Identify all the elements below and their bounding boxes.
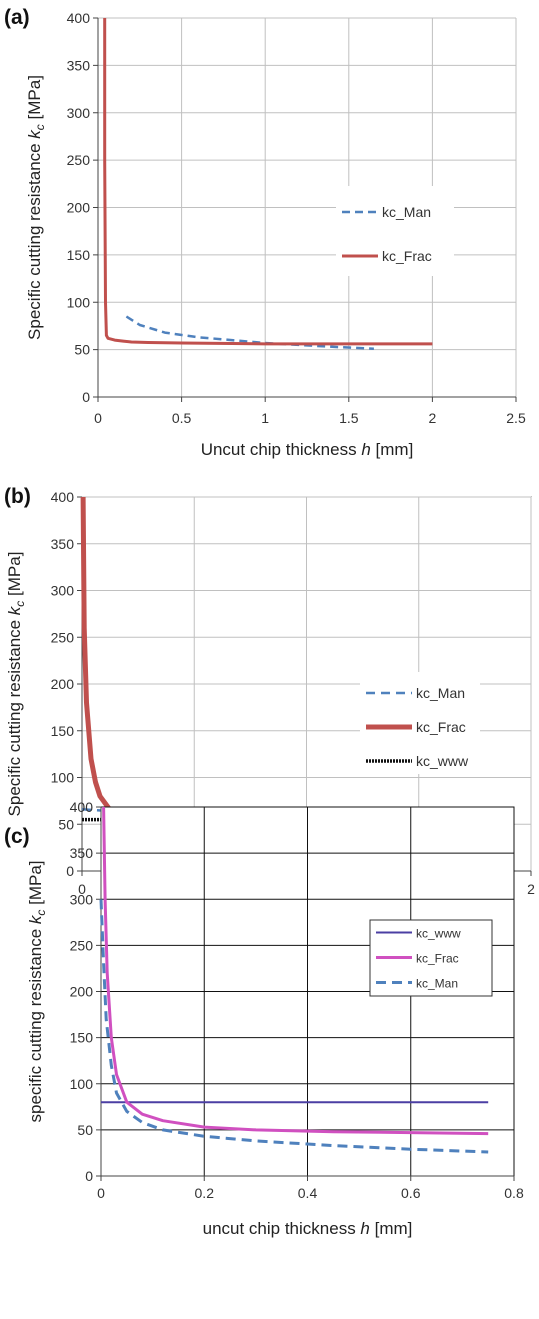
x-tick-label: 1.5 [339, 410, 359, 426]
x-tick-label: 2 [527, 881, 535, 897]
x-axis-title-symbol: h [361, 440, 370, 459]
y-tick-label: 200 [67, 200, 91, 216]
y-tick-label: 0 [85, 1168, 93, 1184]
y-tick-label: 50 [58, 816, 74, 832]
panel-label: (b) [4, 485, 31, 508]
chart-panel-a: 0 50 100 150 200 250 300 350 400 0 0.5 1 1.5 2 2.5 kc_M… [4, 6, 526, 459]
x-tick-label: 0.4 [298, 1185, 318, 1201]
legend-label: kc_Frac [416, 952, 459, 966]
y-axis-title: specific cutting resistance kc [MPa] [26, 860, 48, 1122]
x-axis-title-unit: [mm] [371, 440, 414, 459]
y-tick-label: 150 [70, 1030, 94, 1046]
y-tick-label: 200 [70, 984, 94, 1000]
y-tick-label: 250 [51, 629, 75, 645]
legend-label: kc_Frac [382, 248, 432, 264]
legend-label: kc_Frac [416, 719, 466, 735]
x-axis-title-part: Uncut chip thickness [201, 440, 362, 459]
y-tick-label: 300 [67, 105, 91, 121]
y-axis-title-part: Specific cutting resistance [5, 615, 24, 816]
y-axis-title: Specific cutting resistance kc [MPa] [5, 552, 27, 817]
y-axis-title-symbol: k [25, 129, 44, 139]
y-tick-label: 0 [82, 389, 90, 405]
y-tick-label: 350 [51, 536, 75, 552]
panel-label: (c) [4, 825, 30, 848]
series-line-kc-frac [102, 806, 489, 1136]
y-tick-label: 300 [70, 891, 94, 907]
y-tick-label: 400 [51, 489, 75, 505]
x-tick-label: 0.2 [195, 1185, 215, 1201]
y-tick-label: 50 [77, 1122, 93, 1138]
legend: kc_Man kc_Frac [336, 186, 454, 276]
y-axis-title-symbol: k [5, 605, 24, 615]
legend-box [360, 672, 480, 774]
y-tick-label: 50 [74, 342, 90, 358]
legend-label: kc_www [416, 927, 461, 941]
legend: kc_www kc_Frac kc_Man [369, 919, 493, 997]
y-axis-title-symbol: k [26, 914, 45, 924]
legend-label: kc_Man [416, 685, 465, 701]
y-axis-title-subscript: c [13, 601, 27, 607]
series-line-kc-man [125, 315, 374, 350]
y-tick-label: 300 [51, 583, 75, 599]
y-axis-title-part: specific cutting resistance [26, 924, 45, 1122]
series-line-kc-frac [103, 18, 433, 346]
y-axis-title: Specific cutting resistance kc [MPa] [25, 75, 47, 340]
x-tick-label: 2 [429, 410, 437, 426]
y-tick-label: 150 [67, 247, 91, 263]
x-axis-title-part: uncut chip thickness [203, 1219, 361, 1238]
y-axis-title-subscript: c [34, 910, 48, 916]
x-tick-label: 2.5 [506, 410, 526, 426]
y-tick-label: 200 [51, 676, 75, 692]
x-tick-label: 0.6 [401, 1185, 421, 1201]
x-tick-label: 0 [94, 410, 102, 426]
chart-panel-c: 0 50 100 150 200 250 300 350 400 0 0.2 0.4 0.6 0.8 kc_… [4, 799, 524, 1238]
y-tick-label: 0 [66, 863, 74, 879]
x-tick-label: 0.5 [172, 410, 192, 426]
x-tick-label: 0 [97, 1185, 105, 1201]
y-tick-label: 400 [67, 10, 91, 26]
legend: kc_Man kc_Frac kc_www [360, 672, 480, 774]
y-tick-label: 250 [70, 937, 94, 953]
y-tick-label: 350 [67, 57, 91, 73]
series-line-kc-man [99, 899, 489, 1154]
y-axis-title-subscript: c [33, 124, 47, 130]
legend-label: kc_www [416, 753, 469, 769]
legend-label: kc_Man [382, 204, 431, 220]
x-tick-label: 0.8 [504, 1185, 524, 1201]
panel-label: (a) [4, 6, 30, 29]
x-axis-title-unit: [mm] [370, 1219, 413, 1238]
y-tick-label: 350 [70, 845, 94, 861]
x-tick-label: 0 [78, 881, 86, 897]
legend-label: kc_Man [416, 977, 458, 991]
y-tick-label: 150 [51, 723, 75, 739]
x-tick-label: 1 [261, 410, 269, 426]
y-tick-label: 100 [51, 770, 75, 786]
y-tick-label: 100 [67, 294, 91, 310]
x-axis-title: Uncut chip thickness h [mm] [201, 440, 414, 459]
legend-box [336, 186, 454, 276]
y-tick-label: 100 [70, 1076, 94, 1092]
y-axis-title-part: Specific cutting resistance [25, 139, 44, 340]
y-tick-label: 400 [70, 799, 94, 815]
x-axis-title: uncut chip thickness h [mm] [203, 1219, 413, 1238]
y-tick-label: 250 [67, 152, 91, 168]
y-axis-title-unit: [MPa] [26, 860, 45, 909]
y-axis-title-unit: [MPa] [5, 552, 24, 601]
x-axis-title-symbol: h [360, 1219, 369, 1238]
y-axis-title-unit: [MPa] [25, 75, 44, 124]
